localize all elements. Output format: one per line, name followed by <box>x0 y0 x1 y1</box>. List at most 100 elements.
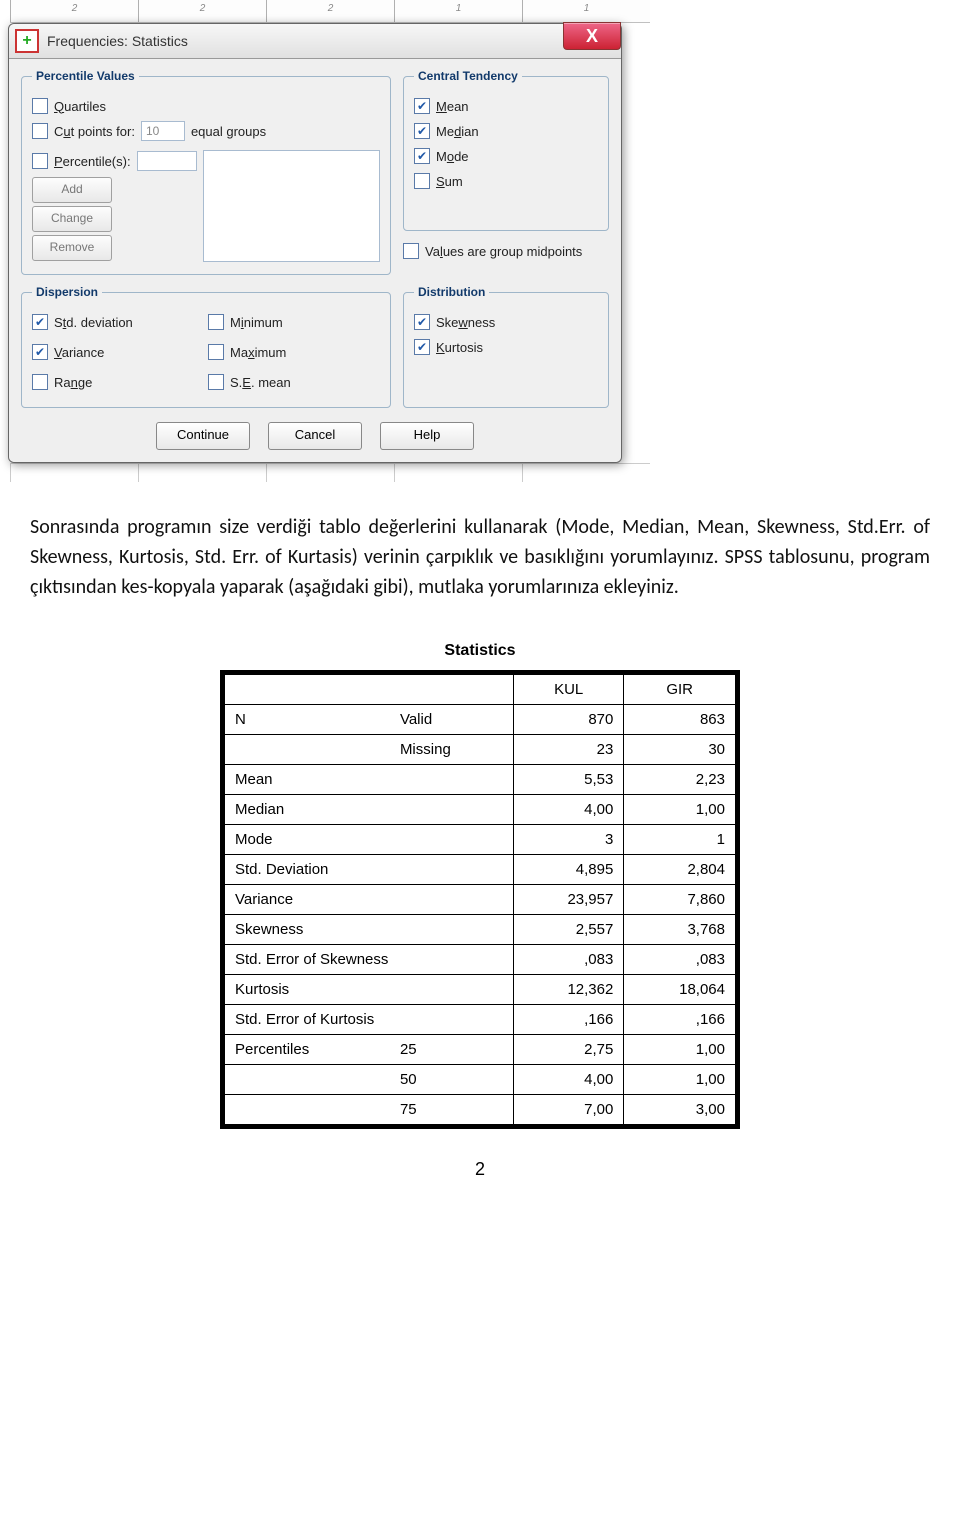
checkbox-icon <box>208 374 224 390</box>
mean-checkbox[interactable]: Mean <box>414 96 598 116</box>
stat-row-v2: 3,00 <box>624 1095 738 1127</box>
percentile-value-input[interactable] <box>137 151 197 171</box>
stat-row-label: Mean <box>223 765 514 795</box>
change-button[interactable]: Change <box>32 206 112 232</box>
stat-row-v2: 1 <box>624 825 738 855</box>
stat-row-v1: 4,00 <box>514 1065 624 1095</box>
dialog-title: Frequencies: Statistics <box>47 33 188 49</box>
mode-checkbox[interactable]: Mode <box>414 146 598 166</box>
stat-row-l2: 75 <box>390 1095 514 1127</box>
sum-label: Sum <box>436 174 463 189</box>
checkbox-icon <box>414 148 430 164</box>
continue-button[interactable]: Continue <box>156 422 250 450</box>
ruler-mark: 1 <box>394 0 522 22</box>
stat-row-l2: 50 <box>390 1065 514 1095</box>
stat-row-label: Kurtosis <box>223 975 514 1005</box>
checkbox-icon <box>32 123 48 139</box>
checkbox-icon <box>414 123 430 139</box>
kurtosis-checkbox[interactable]: Kurtosis <box>414 337 598 357</box>
stat-row-label: Std. Deviation <box>223 855 514 885</box>
std-label: Std. deviation <box>54 315 133 330</box>
frequencies-statistics-dialog: + Frequencies: Statistics X Percentile V… <box>8 23 622 463</box>
stat-row-v2: ,083 <box>624 945 738 975</box>
skewness-checkbox[interactable]: Skewness <box>414 312 598 332</box>
stat-row-v1: 5,53 <box>514 765 624 795</box>
checkbox-icon <box>32 98 48 114</box>
cutpoints-label-suffix: equal groups <box>191 124 266 139</box>
ruler-mark: 1 <box>522 0 650 22</box>
variance-label: Variance <box>54 345 104 360</box>
instruction-paragraph: Sonrasında programın size verdiği tablo … <box>30 512 930 602</box>
stat-row-v2: 18,064 <box>624 975 738 1005</box>
checkbox-icon <box>208 344 224 360</box>
stat-row-v1: ,166 <box>514 1005 624 1035</box>
cutpoints-input[interactable] <box>141 121 185 141</box>
range-checkbox[interactable]: Range <box>32 372 204 392</box>
percentile-listbox[interactable] <box>203 150 380 262</box>
stat-row-v1: 2,557 <box>514 915 624 945</box>
stat-row-label: Std. Error of Kurtosis <box>223 1005 514 1035</box>
dialog-titlebar[interactable]: + Frequencies: Statistics X <box>9 24 621 59</box>
skewness-label: Skewness <box>436 315 495 330</box>
checkbox-icon <box>414 98 430 114</box>
stat-row-l2: Valid <box>390 705 514 735</box>
stat-row-v2: 2,804 <box>624 855 738 885</box>
stat-row-v1: 4,895 <box>514 855 624 885</box>
std-deviation-checkbox[interactable]: Std. deviation <box>32 312 204 332</box>
stat-row-v1: 2,75 <box>514 1035 624 1065</box>
stat-row-v2: 3,768 <box>624 915 738 945</box>
stat-row-l1 <box>223 1095 390 1127</box>
help-button[interactable]: Help <box>380 422 474 450</box>
stat-row-label: Variance <box>223 885 514 915</box>
stat-row-l2: Missing <box>390 735 514 765</box>
checkbox-icon <box>208 314 224 330</box>
checkbox-icon <box>414 173 430 189</box>
stat-row-v2: 30 <box>624 735 738 765</box>
checkbox-icon <box>32 344 48 360</box>
checkbox-icon <box>403 243 419 259</box>
median-label: Median <box>436 124 479 139</box>
stat-row-l2: 25 <box>390 1035 514 1065</box>
group-legend-dispersion: Dispersion <box>32 285 102 299</box>
se-label: S.E. mean <box>230 375 291 390</box>
stat-row-label: Mode <box>223 825 514 855</box>
percentiles-checkbox[interactable]: Percentile(s): <box>32 151 197 171</box>
stat-row-l1: Percentiles <box>223 1035 390 1065</box>
cutpoints-label-prefix: Cut points for: <box>54 124 135 139</box>
checkbox-icon <box>414 339 430 355</box>
page-number: 2 <box>0 1159 960 1180</box>
checkbox-icon <box>32 153 48 169</box>
close-button[interactable]: X <box>563 22 621 50</box>
add-button[interactable]: Add <box>32 177 112 203</box>
median-checkbox[interactable]: Median <box>414 121 598 141</box>
sum-checkbox[interactable]: Sum <box>414 171 598 191</box>
cancel-button[interactable]: Cancel <box>268 422 362 450</box>
checkbox-icon <box>414 314 430 330</box>
stat-row-v2: 1,00 <box>624 1065 738 1095</box>
se-mean-checkbox[interactable]: S.E. mean <box>208 372 380 392</box>
minimum-checkbox[interactable]: Minimum <box>208 312 380 332</box>
variance-checkbox[interactable]: Variance <box>32 342 204 362</box>
ruler-mark: 2 <box>10 0 138 22</box>
central-tendency-group: Central Tendency Mean Median Mode <box>403 69 609 231</box>
midpoints-checkbox[interactable]: Values are group midpoints <box>403 241 609 261</box>
maximum-checkbox[interactable]: Maximum <box>208 342 380 362</box>
stat-row-v1: 12,362 <box>514 975 624 1005</box>
cutpoints-checkbox[interactable]: Cut points for: equal groups <box>32 121 380 141</box>
ruler-mark: 2 <box>138 0 266 22</box>
remove-button[interactable]: Remove <box>32 235 112 261</box>
close-icon: X <box>586 26 598 47</box>
kurtosis-label: Kurtosis <box>436 340 483 355</box>
statistics-table: KUL GIR N Valid 870 863 Missing 23 30Mea… <box>220 670 740 1129</box>
ruler-mark: 2 <box>266 0 394 22</box>
statistics-table-wrap: Statistics KUL GIR N Valid 870 863 Missi… <box>220 642 740 1129</box>
stat-row-l1 <box>223 1065 390 1095</box>
group-legend-distribution: Distribution <box>414 285 489 299</box>
stat-row-v2: 7,860 <box>624 885 738 915</box>
stat-row-l1 <box>223 735 390 765</box>
mode-label: Mode <box>436 149 469 164</box>
bottom-ruler <box>10 463 650 482</box>
quartiles-checkbox[interactable]: Quartiles <box>32 96 380 116</box>
col-header-gir: GIR <box>624 673 738 705</box>
stat-row-v1: ,083 <box>514 945 624 975</box>
